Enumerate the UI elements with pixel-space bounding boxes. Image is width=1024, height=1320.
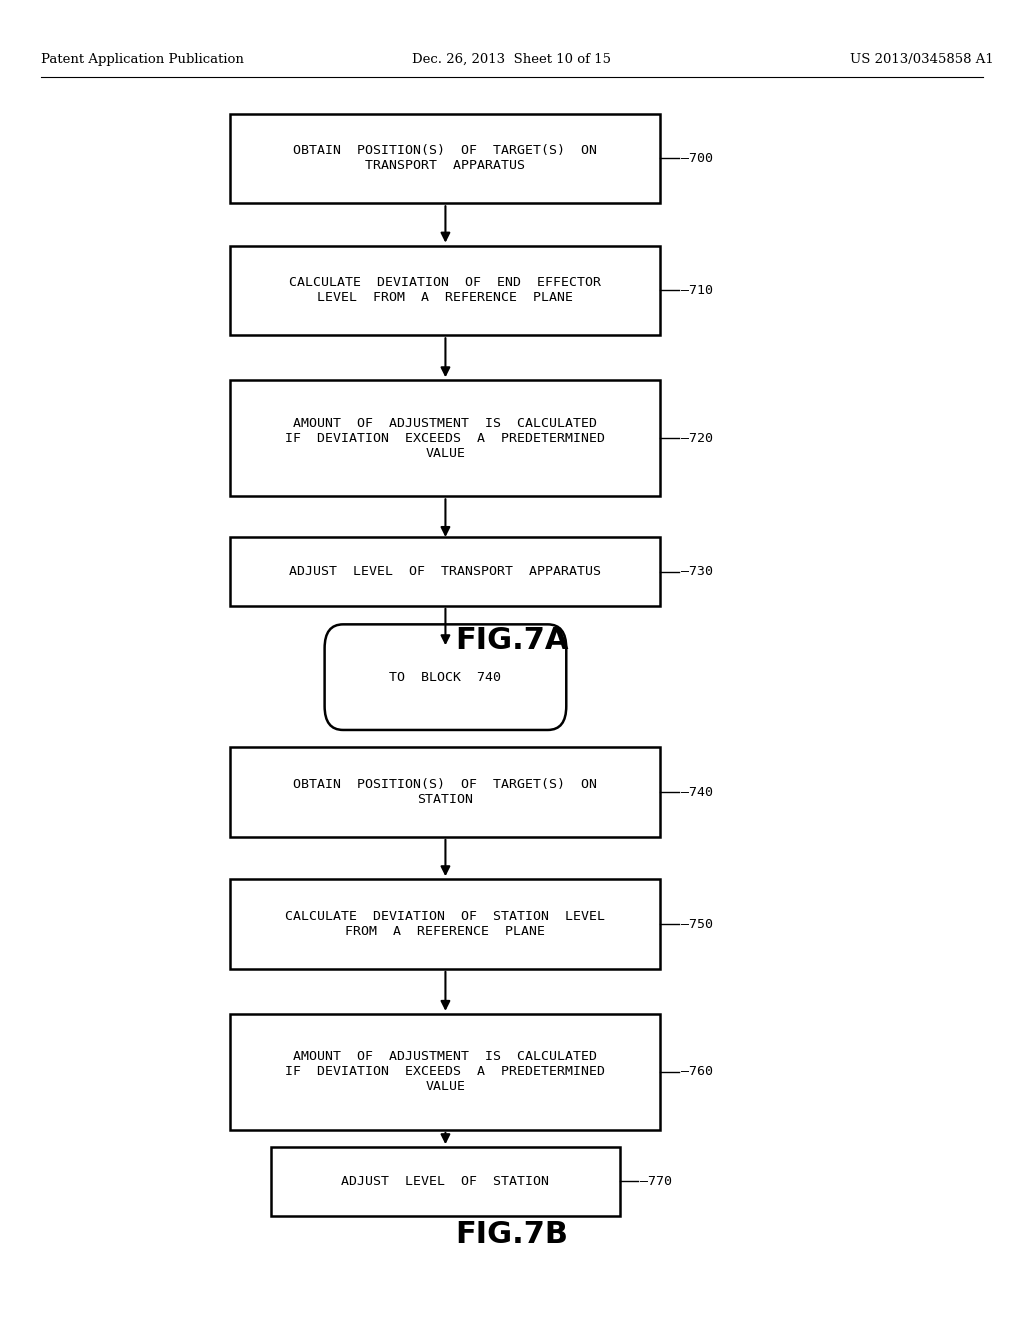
Text: CALCULATE  DEVIATION  OF  STATION  LEVEL
FROM  A  REFERENCE  PLANE: CALCULATE DEVIATION OF STATION LEVEL FRO…: [286, 909, 605, 939]
Text: OBTAIN  POSITION(S)  OF  TARGET(S)  ON
STATION: OBTAIN POSITION(S) OF TARGET(S) ON STATI…: [294, 777, 597, 807]
FancyBboxPatch shape: [230, 114, 660, 203]
Text: AMOUNT  OF  ADJUSTMENT  IS  CALCULATED
IF  DEVIATION  EXCEEDS  A  PREDETERMINED
: AMOUNT OF ADJUSTMENT IS CALCULATED IF DE…: [286, 417, 605, 459]
Text: —700: —700: [681, 152, 713, 165]
FancyBboxPatch shape: [230, 537, 660, 606]
FancyBboxPatch shape: [230, 879, 660, 969]
Text: —730: —730: [681, 565, 713, 578]
Text: TO  BLOCK  740: TO BLOCK 740: [389, 671, 502, 684]
Text: CALCULATE  DEVIATION  OF  END  EFFECTOR
LEVEL  FROM  A  REFERENCE  PLANE: CALCULATE DEVIATION OF END EFFECTOR LEVE…: [290, 276, 601, 305]
Text: —740: —740: [681, 785, 713, 799]
Text: OBTAIN  POSITION(S)  OF  TARGET(S)  ON
TRANSPORT  APPARATUS: OBTAIN POSITION(S) OF TARGET(S) ON TRANS…: [294, 144, 597, 173]
Text: —720: —720: [681, 432, 713, 445]
Text: —710: —710: [681, 284, 713, 297]
Text: FIG.7B: FIG.7B: [456, 1220, 568, 1249]
FancyBboxPatch shape: [230, 1014, 660, 1130]
Text: US 2013/0345858 A1: US 2013/0345858 A1: [850, 53, 993, 66]
FancyBboxPatch shape: [230, 380, 660, 496]
FancyBboxPatch shape: [271, 1147, 620, 1216]
Text: —770: —770: [640, 1175, 672, 1188]
Text: Dec. 26, 2013  Sheet 10 of 15: Dec. 26, 2013 Sheet 10 of 15: [413, 53, 611, 66]
Text: AMOUNT  OF  ADJUSTMENT  IS  CALCULATED
IF  DEVIATION  EXCEEDS  A  PREDETERMINED
: AMOUNT OF ADJUSTMENT IS CALCULATED IF DE…: [286, 1051, 605, 1093]
FancyBboxPatch shape: [325, 624, 566, 730]
Text: FIG.7A: FIG.7A: [456, 626, 568, 655]
Text: Patent Application Publication: Patent Application Publication: [41, 53, 244, 66]
Text: ADJUST  LEVEL  OF  STATION: ADJUST LEVEL OF STATION: [341, 1175, 550, 1188]
Text: ADJUST  LEVEL  OF  TRANSPORT  APPARATUS: ADJUST LEVEL OF TRANSPORT APPARATUS: [290, 565, 601, 578]
FancyBboxPatch shape: [230, 246, 660, 335]
Text: —750: —750: [681, 917, 713, 931]
FancyBboxPatch shape: [230, 747, 660, 837]
Text: —760: —760: [681, 1065, 713, 1078]
